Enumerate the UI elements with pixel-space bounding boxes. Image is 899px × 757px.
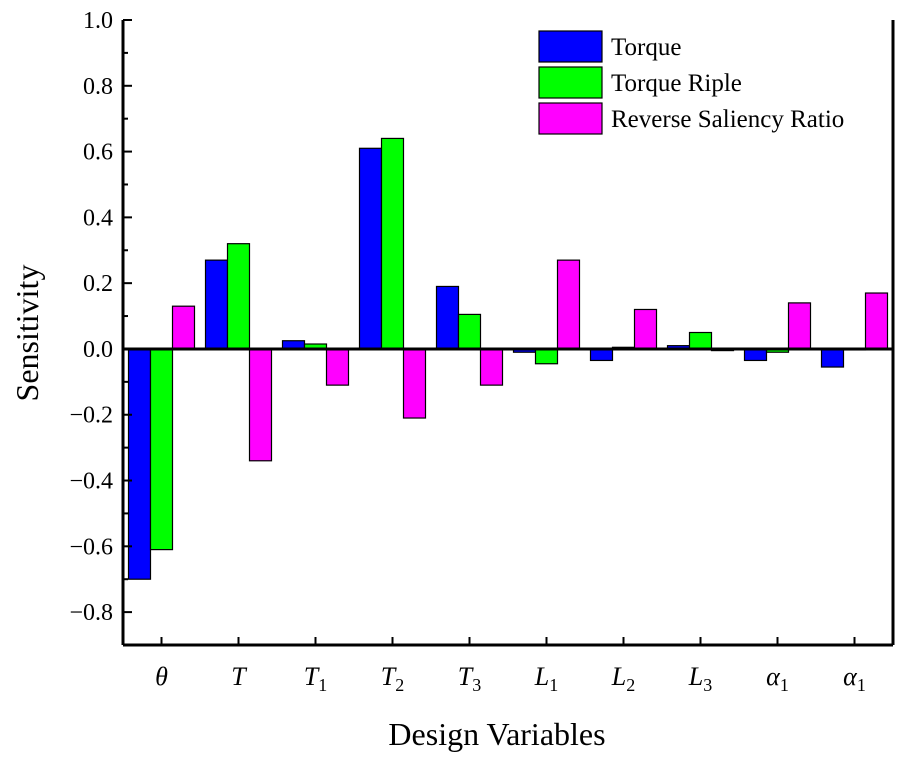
- y-tick-label: −0.4: [69, 469, 113, 495]
- x-axis: θ T T1 T2 T3 L1 L2 L3 α1 α1: [155, 637, 866, 695]
- bar-torque-9: [820, 348, 845, 368]
- x-tick-label: L2: [611, 662, 635, 695]
- bar-torque-riple-5: [534, 348, 559, 365]
- bar-torque-riple-1: [226, 243, 251, 350]
- bar-torque-3: [358, 147, 383, 350]
- bar-reverse-saliency-ratio-3: [402, 348, 427, 419]
- x-tick-label: T3: [458, 662, 481, 695]
- bar-reverse-saliency-ratio-4: [479, 348, 504, 386]
- bar-torque-6: [589, 348, 614, 362]
- x-tick-label: L1: [534, 662, 558, 695]
- bar-reverse-saliency-ratio-2: [325, 348, 350, 386]
- bar-torque-riple-4: [457, 313, 482, 350]
- bars-group: [127, 137, 889, 580]
- legend-swatch: [538, 30, 603, 63]
- legend-swatch: [538, 102, 603, 135]
- y-tick-label: −0.6: [69, 534, 113, 560]
- bar-torque-riple-7: [688, 331, 713, 350]
- bar-torque-0: [127, 348, 152, 580]
- bar-torque-riple-3: [380, 137, 405, 350]
- legend-label: Torque: [611, 34, 681, 61]
- y-tick-label: 0.0: [83, 337, 113, 363]
- x-tick-label: L3: [688, 662, 712, 695]
- bar-torque-1: [204, 259, 229, 350]
- y-tick-label: 0.4: [83, 205, 113, 231]
- y-tick-label: 0.2: [83, 271, 113, 297]
- legend: Torque Torque Riple Reverse Saliency Ratio: [538, 30, 844, 135]
- x-axis-label: Design Variables: [388, 716, 605, 752]
- y-tick-label: −0.8: [69, 600, 113, 626]
- bar-reverse-saliency-ratio-6: [633, 308, 658, 350]
- bar-reverse-saliency-ratio-1: [248, 348, 273, 462]
- bar-torque-4: [435, 285, 460, 350]
- plot-frame: [121, 18, 895, 647]
- bar-reverse-saliency-ratio-0: [171, 305, 196, 350]
- legend-label: Reverse Saliency Ratio: [611, 106, 844, 133]
- bar-torque-8: [743, 348, 768, 362]
- bar-reverse-saliency-ratio-9: [864, 292, 889, 350]
- x-tick-label: T1: [304, 662, 327, 695]
- x-tick-label: α1: [843, 662, 866, 695]
- y-tick-label: −0.2: [69, 403, 113, 429]
- y-tick-label: 1.0: [83, 8, 113, 34]
- x-tick-label: T2: [381, 662, 404, 695]
- x-tick-label: θ: [155, 662, 168, 691]
- legend-label: Torque Riple: [611, 70, 742, 97]
- x-tick-label: α1: [766, 662, 789, 695]
- y-tick-label: 0.8: [83, 74, 113, 100]
- bar-torque-riple-0: [149, 348, 174, 551]
- y-axis-label: Sensitivity: [9, 265, 45, 402]
- x-tick-label: T: [231, 662, 247, 691]
- bar-reverse-saliency-ratio-5: [556, 259, 581, 350]
- y-axis: −0.8 −0.6 −0.4 −0.2 0.0 0.2 0.4 0.6 0.8 1.0: [69, 8, 132, 626]
- y-tick-label: 0.6: [83, 140, 113, 166]
- bar-reverse-saliency-ratio-8: [787, 302, 812, 350]
- legend-swatch: [538, 66, 603, 99]
